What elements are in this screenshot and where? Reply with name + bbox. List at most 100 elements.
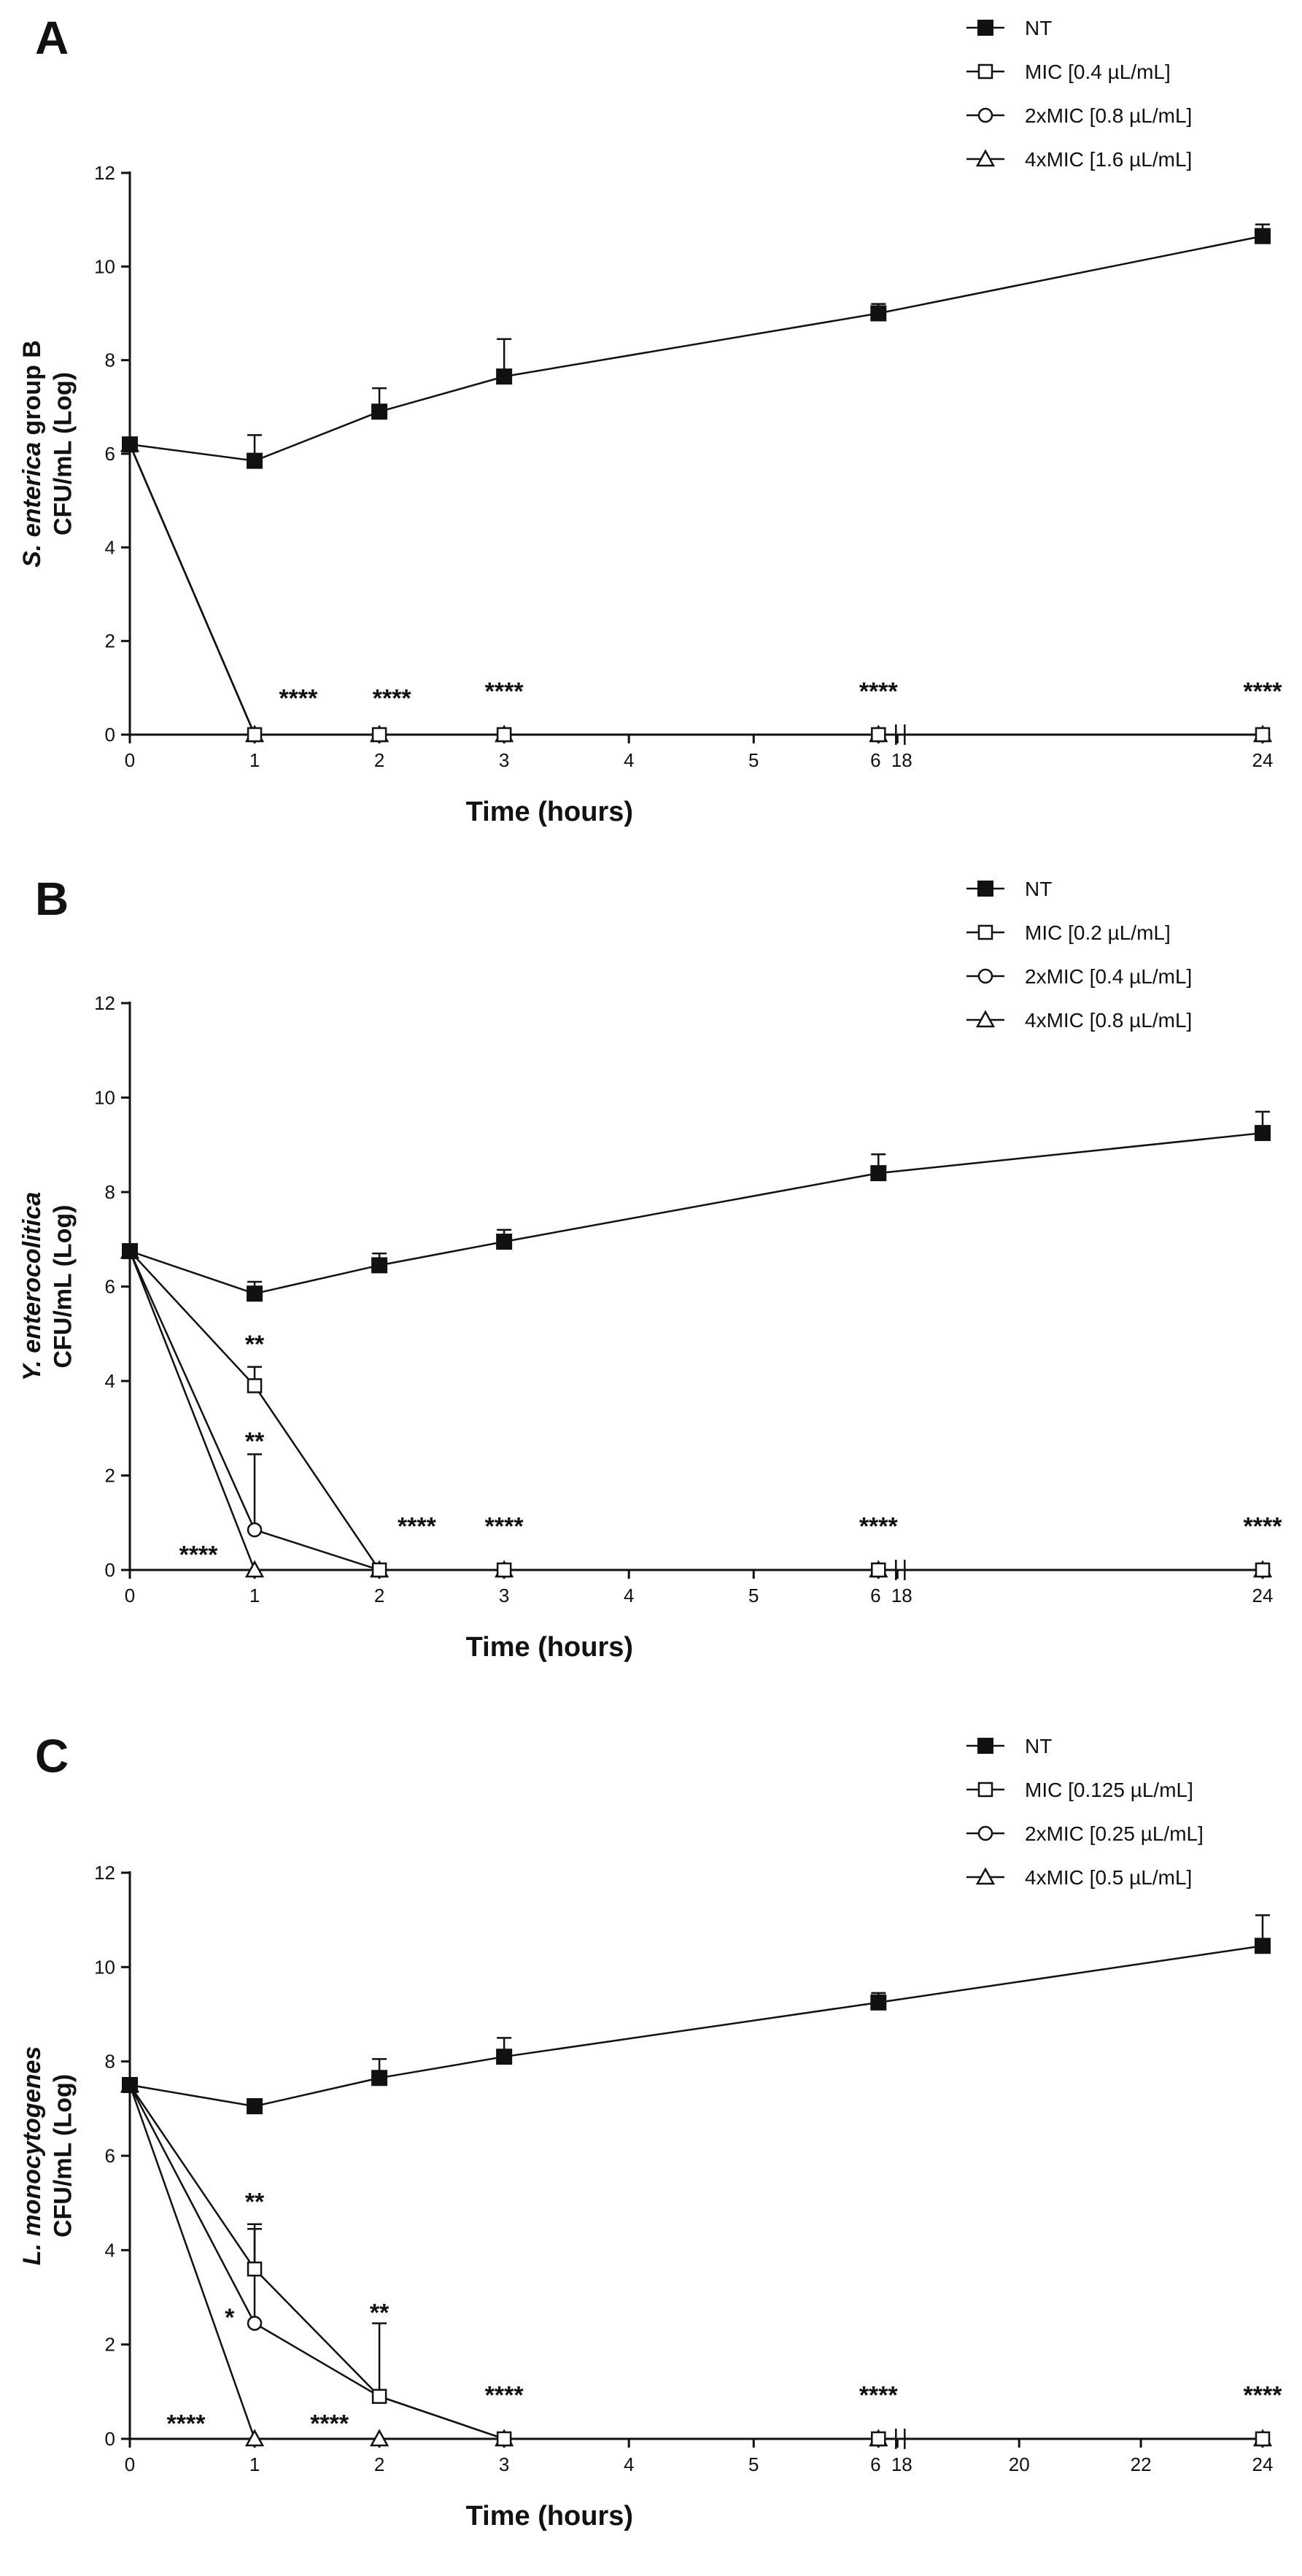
significance-label: **: [245, 2188, 265, 2216]
x-tick-label: 18: [891, 2453, 912, 2475]
x-tick-label: 4: [624, 2453, 634, 2475]
data-point-nt: [247, 1285, 263, 1302]
panel-letter: B: [35, 873, 69, 925]
y-tick-label: 8: [105, 349, 115, 371]
x-tick-label: 1: [249, 2453, 260, 2475]
significance-label: ****: [859, 2382, 899, 2410]
legend-marker-mic: [977, 63, 993, 80]
legend-label-mic: MIC [0.2 µL/mL]: [1025, 921, 1171, 944]
x-tick-label: 20: [1009, 2453, 1030, 2475]
data-point-nt: [371, 1257, 388, 1274]
y-axis-title-line: CFU/mL (Log): [50, 1204, 77, 1368]
y-tick-label: 2: [105, 630, 115, 652]
y-tick-label: 10: [94, 1956, 115, 1978]
x-tick-label: 6: [870, 749, 880, 771]
legend-label-mic: MIC [0.4 µL/mL]: [1025, 61, 1171, 83]
data-point-nt: [122, 2077, 138, 2093]
significance-label: *: [225, 2304, 235, 2332]
data-point-mic: [247, 1378, 263, 1393]
data-point-nt: [247, 452, 263, 469]
y-axis-title-line: S. enterica group B: [18, 340, 46, 568]
legend-marker-mic: [977, 1782, 993, 1798]
y-tick-label: 12: [94, 992, 115, 1014]
x-tick-label: 4: [624, 1585, 634, 1606]
legend-label-nt: NT: [1025, 17, 1052, 39]
x-axis-title: Time (hours): [466, 797, 633, 827]
y-axis-title-line: L. monocytogenes: [18, 2046, 46, 2265]
data-point-nt: [870, 305, 887, 322]
significance-label: ****: [279, 685, 318, 713]
y-axis-title-part: S. enterica: [18, 442, 46, 568]
legend-label-mic: MIC [0.125 µL/mL]: [1025, 1779, 1193, 1801]
x-tick-label: 1: [249, 1585, 260, 1606]
significance-label: ****: [485, 2382, 524, 2410]
y-tick-label: 6: [105, 1276, 115, 1298]
y-axis-title: S. enterica group B CFU/mL (Log): [18, 340, 77, 568]
x-tick-label: 5: [748, 1585, 759, 1606]
data-point-mic: [496, 2431, 512, 2447]
significance-label: ****: [1244, 2382, 1283, 2410]
y-axis-title-line: CFU/mL (Log): [50, 2074, 77, 2237]
y-tick-label: 4: [105, 536, 115, 558]
y-tick-label: 10: [94, 255, 115, 277]
significance-label: ****: [859, 1512, 899, 1540]
x-tick-label: 0: [125, 1585, 135, 1606]
series-line-nt: [129, 235, 1263, 462]
x-tick-label: 3: [499, 1585, 509, 1606]
data-point-mic: [247, 2261, 263, 2277]
data-point-nt: [870, 1165, 887, 1182]
legend-label-2xmic: 2xMIC [0.25 µL/mL]: [1025, 1822, 1204, 1845]
legend-label-4xmic: 4xMIC [1.6 µL/mL]: [1025, 148, 1192, 171]
y-axis-title: Y. enterocolitica CFU/mL (Log): [18, 1192, 77, 1382]
x-tick-label: 6: [870, 1585, 880, 1606]
y-tick-label: 0: [105, 724, 115, 746]
y-axis-title-part: group B: [18, 340, 46, 442]
series-line-4xmic: [128, 1250, 1263, 1571]
legend-marker-nt: [977, 881, 993, 897]
y-tick-label: 8: [105, 2051, 115, 2073]
y-axis-title-part: CFU/mL (Log): [50, 2074, 77, 2237]
series-line-nt: [129, 1132, 1263, 1295]
panel-letter: A: [35, 12, 69, 64]
series-line-2xmic: [128, 1250, 1263, 1571]
legend-marker-nt: [977, 1738, 993, 1754]
legend-marker-nt: [977, 20, 993, 36]
legend-marker-mic: [977, 924, 993, 940]
legend-marker-4xmic: [975, 149, 996, 167]
significance-label: **: [245, 1428, 265, 1455]
x-tick-label: 6: [870, 2453, 880, 2475]
data-point-nt: [496, 2049, 513, 2065]
significance-label: ****: [1244, 1512, 1283, 1540]
significance-label: ****: [859, 678, 899, 705]
x-axis-title: Time (hours): [466, 1632, 633, 1663]
data-point-nt: [122, 1242, 138, 1259]
legend-marker-2xmic: [977, 1825, 993, 1841]
legend-label-4xmic: 4xMIC [0.8 µL/mL]: [1025, 1009, 1192, 1032]
significance-label: ****: [398, 1512, 437, 1540]
x-tick-label: 5: [748, 2453, 759, 2475]
y-tick-label: 12: [94, 162, 115, 184]
y-tick-label: 6: [105, 2145, 115, 2167]
x-tick-label: 2: [374, 1585, 384, 1606]
legend-label-2xmic: 2xMIC [0.4 µL/mL]: [1025, 965, 1192, 988]
data-point-mic: [871, 1562, 886, 1578]
significance-label: ****: [1244, 678, 1283, 705]
series-line-4xmic: [128, 2084, 1263, 2440]
y-tick-label: 2: [105, 2334, 115, 2356]
x-axis-title: Time (hours): [466, 2501, 633, 2531]
x-tick-label: 5: [748, 749, 759, 771]
significance-label: **: [370, 2299, 390, 2326]
y-tick-label: 8: [105, 1181, 115, 1203]
data-point-mic: [1255, 1562, 1271, 1578]
data-point-nt: [496, 1233, 513, 1250]
x-tick-label: 24: [1252, 1585, 1274, 1606]
series-line-mic: [128, 444, 1263, 736]
data-point-mic: [496, 727, 512, 743]
data-point-4xmic: [244, 1560, 265, 1578]
data-point-nt: [1255, 1938, 1271, 1954]
significance-label: ****: [373, 685, 412, 713]
data-point-mic: [371, 2389, 387, 2405]
